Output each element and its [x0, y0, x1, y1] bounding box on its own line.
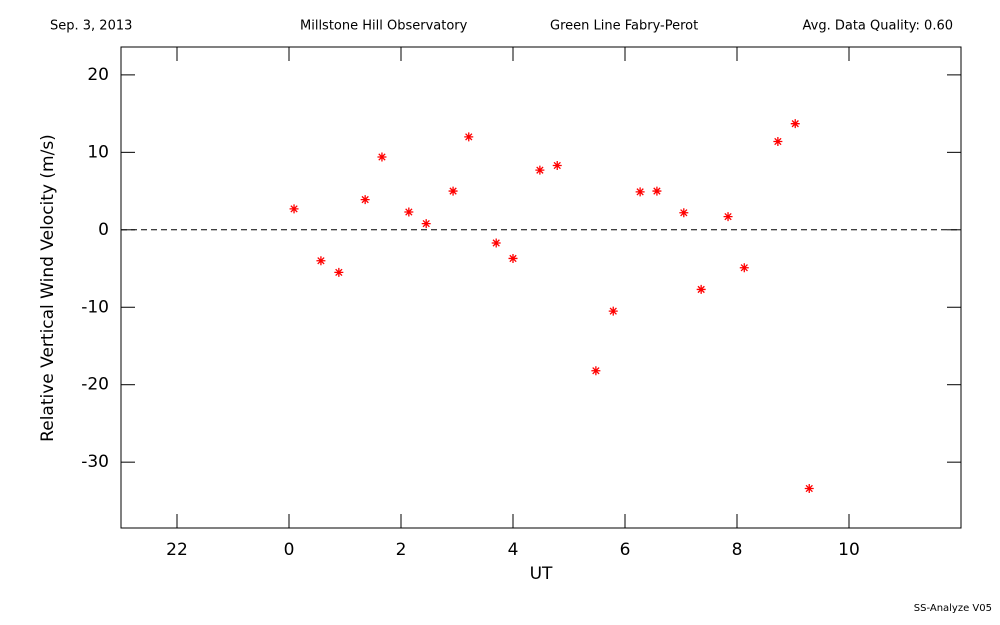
- data-point: [448, 186, 458, 196]
- data-point: [464, 132, 474, 142]
- x-axis-label: UT: [530, 564, 553, 584]
- data-point: [790, 119, 800, 129]
- y-tick-label: -10: [81, 297, 109, 317]
- data-point: [377, 152, 387, 162]
- observatory: Millstone Hill Observatory: [300, 19, 468, 34]
- data-point: [508, 253, 518, 263]
- x-tick-label: 8: [732, 540, 743, 560]
- data-point: [552, 161, 562, 171]
- data-point: [360, 195, 370, 205]
- data-point: [591, 366, 601, 376]
- data-point: [773, 136, 783, 146]
- data-point: [289, 204, 299, 214]
- y-tick-label: 20: [87, 65, 109, 85]
- x-tick-label: 6: [620, 540, 631, 560]
- data-point: [635, 187, 645, 197]
- data-point: [652, 186, 662, 196]
- data-point: [739, 263, 749, 273]
- quality: Avg. Data Quality: 0.60: [803, 19, 953, 34]
- x-tick-label: 0: [284, 540, 295, 560]
- y-tick-label: 0: [98, 220, 109, 240]
- footer: SS-Analyze V05: [914, 603, 992, 614]
- data-point: [679, 208, 689, 218]
- x-tick-label: 10: [838, 540, 860, 560]
- x-tick-label: 22: [166, 540, 188, 560]
- x-tick-label: 2: [396, 540, 407, 560]
- data-point: [535, 165, 545, 175]
- plot-frame: [120, 46, 962, 529]
- x-tick-label: 4: [508, 540, 519, 560]
- data-point: [491, 238, 501, 248]
- y-axis-label: Relative Vertical Wind Velocity (m/s): [38, 134, 58, 442]
- data-point: [723, 212, 733, 222]
- instrument: Green Line Fabry-Perot: [550, 19, 698, 34]
- y-tick-label: 10: [87, 142, 109, 162]
- data-point: [316, 256, 326, 266]
- data-point: [804, 483, 814, 493]
- y-tick-label: -20: [81, 375, 109, 395]
- date: Sep. 3, 2013: [50, 19, 132, 34]
- data-point: [421, 219, 431, 229]
- data-point: [334, 267, 344, 277]
- data-point: [608, 306, 618, 316]
- data-point: [404, 207, 414, 217]
- data-point: [696, 284, 706, 294]
- y-tick-label: -30: [81, 452, 109, 472]
